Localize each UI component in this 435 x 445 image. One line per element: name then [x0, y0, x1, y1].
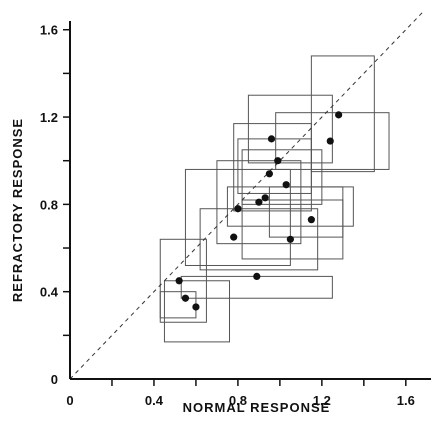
data-point-9: [265, 170, 273, 178]
data-point-10: [267, 135, 276, 143]
data-point-11: [274, 157, 282, 165]
y-tick-label: 1.2: [40, 110, 58, 125]
axes: [63, 21, 431, 386]
data-point-12: [282, 181, 290, 189]
x-tick-label: 0.8: [229, 393, 247, 408]
data-point-7: [255, 198, 263, 206]
y-axis-title: REFRACTORY RESPONSE: [10, 118, 25, 302]
data-point-3: [192, 303, 200, 311]
x-tick-label: 1.2: [313, 393, 331, 408]
y-tick-label: 0.8: [40, 197, 58, 212]
reference-line: [69, 11, 423, 380]
y-tick-label: 0.4: [40, 285, 59, 300]
x-tick-label: 1.6: [397, 393, 415, 408]
data-points: [175, 111, 343, 311]
x-tick-label: 0.4: [145, 393, 164, 408]
data-point-4: [253, 272, 261, 281]
data-point-2: [181, 294, 190, 302]
y-tick-label: 0: [51, 372, 58, 387]
data-point-14: [307, 216, 315, 224]
data-point-5: [234, 205, 242, 213]
error-box-3: [159, 291, 197, 319]
data-point-6: [230, 233, 238, 241]
data-point-15: [326, 137, 334, 145]
error-box-2: [163, 280, 231, 343]
error-box-10: [247, 94, 333, 164]
x-tick-label: 0: [66, 393, 73, 408]
error-box-16: [310, 55, 375, 173]
axis-labels: 0 0.4 0.8 1.2 1.6 0 0.4 0.8 1.2 1.6 NORMAL RESPONS…: [10, 23, 415, 415]
error-box-7: [216, 160, 302, 245]
data-point-1: [175, 277, 183, 285]
data-point-16: [335, 111, 343, 119]
error-box-15: [275, 112, 390, 170]
error-box-12: [241, 149, 323, 205]
error-boxes: [159, 55, 390, 343]
data-point-13: [286, 235, 294, 243]
error-box-14: [268, 186, 344, 238]
x-axis-title: NORMAL RESPONSE: [183, 400, 331, 415]
data-point-8: [261, 194, 269, 202]
reference-line-group: [69, 11, 423, 380]
y-tick-label: 1.6: [40, 23, 58, 38]
error-box-6: [199, 208, 319, 271]
